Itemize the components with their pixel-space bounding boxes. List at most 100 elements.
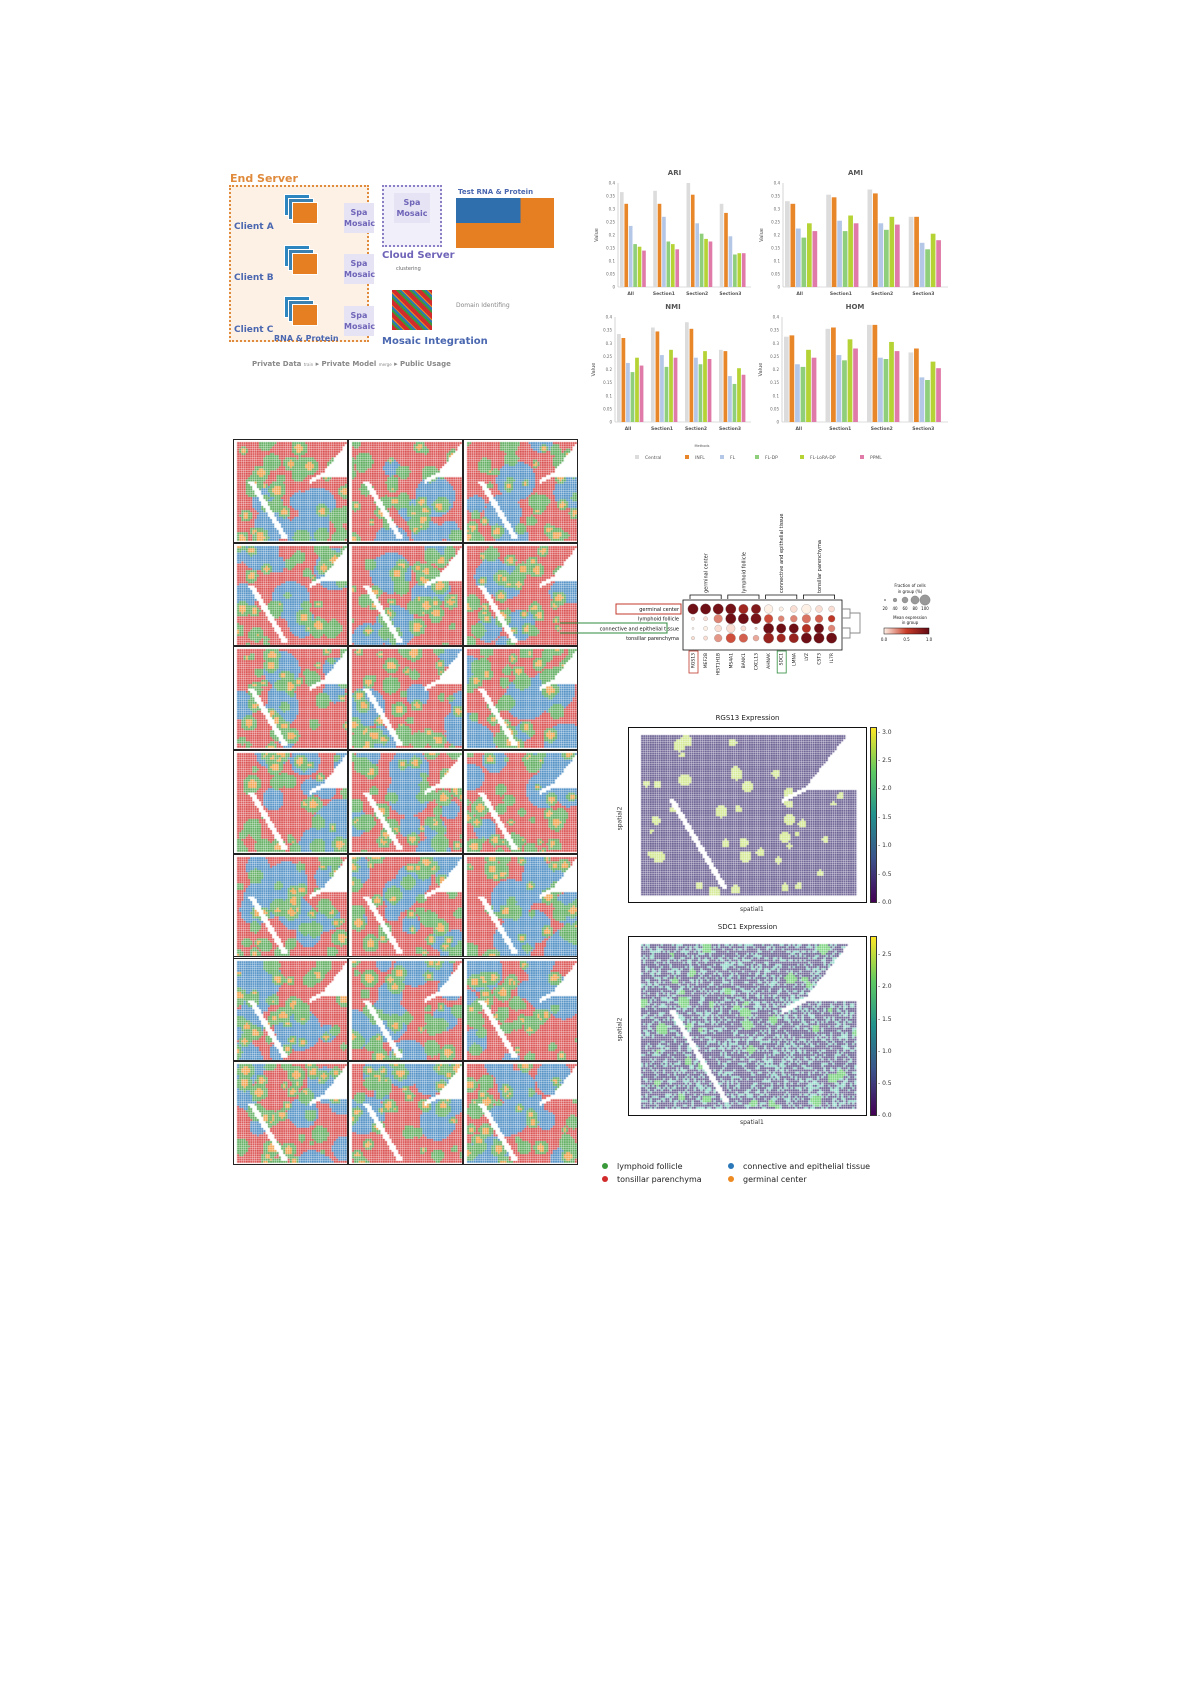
domain-legend-item: lymphoid follicle: [602, 1162, 683, 1171]
y-tick-label: 0: [612, 285, 615, 290]
model-label: Mosaic: [344, 270, 376, 279]
model-label: Spa: [350, 311, 368, 320]
spatial-domain-map: [463, 750, 579, 855]
x-tick-label: Section3: [719, 291, 741, 297]
x-tick-label: All: [627, 291, 634, 297]
y-tick-label: 0.1: [609, 259, 616, 264]
legend-label: lymphoid follicle: [617, 1162, 683, 1171]
y-tick-label: 0.25: [770, 354, 779, 359]
bar-infl: [624, 203, 629, 287]
dot-lmna: [788, 623, 799, 634]
legend-dot-icon: [728, 1176, 734, 1182]
spatial-domain-map: [463, 853, 579, 958]
chart-title: ARI: [668, 169, 681, 177]
spatial-domain-map: [348, 750, 464, 855]
size-legend-dot: [884, 599, 886, 601]
y-tick-label: 0.4: [606, 315, 613, 320]
dotplot-row-label: tonsillar parenchyma: [626, 636, 679, 642]
colorbar: [870, 727, 877, 903]
dot-mef2b: [703, 626, 708, 631]
cloud-server-box: [382, 185, 442, 247]
client-b-model: Spa Mosaic: [344, 254, 376, 284]
bar-fl-lora-dp: [807, 223, 812, 287]
y-axis-label: Value: [758, 363, 764, 377]
dot-sdc1: [776, 633, 786, 643]
group-label: tonsillar parenchyma: [817, 540, 823, 593]
bar-fl-dp: [732, 383, 737, 422]
metric-bar-charts: ARI Value 0 0.05 0.1 0.15 0.2 0.25 0.3 0.35 0.4 All…: [591, 169, 948, 461]
gene-label: MEF2B: [703, 653, 709, 668]
legend-label: INFL: [695, 455, 705, 461]
legend-dot-icon: [602, 1163, 608, 1169]
bar-fl-dp: [842, 231, 848, 287]
bar-fl-lora-dp: [670, 244, 675, 287]
bar-central: [867, 324, 872, 422]
y-tick-label: 0.15: [770, 380, 779, 385]
dot-lyz: [801, 632, 812, 644]
legend-swatch-fl: [720, 455, 724, 459]
spatial-domain-map: [233, 646, 349, 751]
dot-ms4a1: [726, 623, 736, 633]
domain-legend-item: germinal center: [728, 1175, 807, 1184]
dot-hist1h1b: [713, 614, 723, 624]
y-tick-label: 0.2: [773, 367, 780, 372]
gene-label: LMNA: [791, 652, 797, 666]
bar-fl-lora-dp: [806, 349, 811, 422]
bar-fl-lora-dp: [889, 216, 895, 287]
bar-ppml: [936, 240, 941, 287]
x-tick-label: All: [625, 426, 632, 432]
bar-ppml: [811, 357, 817, 422]
y-tick-label: 0.4: [609, 181, 616, 186]
legend-swatch-ppml: [860, 455, 864, 459]
model-label: Spa: [350, 208, 368, 217]
y-tick-label: 0: [776, 420, 779, 425]
colorbar-tick: - 2.0: [878, 785, 892, 793]
dot-ahnak: [763, 632, 774, 644]
legend-dot-icon: [728, 1163, 734, 1169]
dot-bank1: [740, 625, 747, 632]
x-tick-label: Section3: [912, 426, 934, 432]
spatial-map-canvas: [464, 647, 579, 751]
bar-infl: [655, 331, 660, 422]
y-tick-label: 0.35: [770, 328, 779, 333]
dotplot-row-label: connective and epithelial tissue: [600, 626, 679, 632]
bar-central: [686, 183, 691, 287]
dot-lmna: [790, 605, 798, 613]
dot-ms4a1: [725, 633, 736, 644]
flow-merge: merge: [378, 362, 392, 367]
dot-cst3: [814, 614, 824, 623]
bar-fl: [837, 220, 842, 287]
spatial-domain-map: [233, 750, 349, 855]
bar-central: [719, 349, 723, 422]
bar-fl-dp: [699, 233, 704, 287]
expression-plot-sdc1: SDC1 Expression spatial1 spatial2 - 0.0 -…: [600, 921, 920, 1136]
group-bracket: [765, 594, 798, 599]
chart-title: AMI: [848, 169, 863, 177]
spatial-map-canvas: [464, 854, 579, 958]
flow-row: Private Data train ▸ Private Model merge…: [252, 360, 451, 368]
bar-ppml: [673, 357, 678, 422]
dot-cst3: [813, 632, 825, 644]
spatial-map-canvas: [464, 958, 579, 1062]
dot-cxcl13: [750, 613, 762, 625]
spatial-map-canvas: [234, 440, 349, 543]
dot-sdc1: [776, 623, 787, 634]
bar-fl-dp: [664, 366, 669, 422]
spatial-map-canvas: [349, 958, 464, 1062]
bar-central: [867, 189, 873, 287]
x-tick-label: Section1: [829, 426, 851, 432]
expression-title: RGS13 Expression: [715, 714, 780, 722]
bar-fl-dp: [884, 229, 889, 287]
legend-dot-icon: [602, 1176, 608, 1182]
bar-fl: [836, 355, 842, 422]
dot-il7r: [828, 624, 836, 632]
colorbar-tick: - 3.0: [878, 728, 892, 736]
bar-chart-ami: AMI Value 0 0.05 0.1 0.15 0.2 0.25 0.3 0.35 0.4 All…: [759, 169, 948, 297]
bar-infl: [724, 212, 728, 287]
bar-fl: [728, 376, 732, 422]
flow-private-data: Private Data: [252, 360, 302, 368]
gene-label: LYZ: [804, 653, 810, 661]
bar-ppml: [642, 250, 646, 287]
bar-fl: [919, 377, 925, 422]
methods-legend-title: Methods: [695, 444, 710, 448]
